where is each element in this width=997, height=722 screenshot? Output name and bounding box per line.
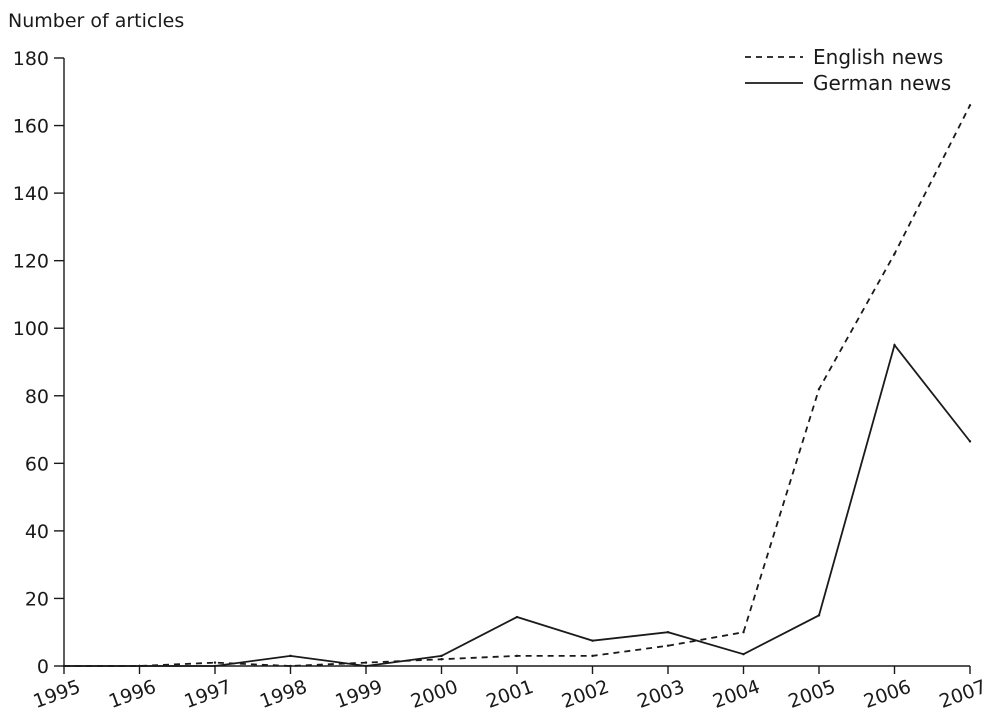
data-point — [893, 343, 896, 347]
data-point — [515, 615, 519, 619]
data-point — [364, 664, 368, 668]
data-point — [742, 652, 745, 656]
data-point — [213, 664, 217, 668]
legend-label: German news — [813, 71, 951, 95]
x-tick-label: 2007 — [936, 676, 989, 713]
data-point — [440, 658, 443, 661]
x-tick-label: 1999 — [332, 676, 385, 713]
data-point — [817, 614, 821, 617]
data-point — [62, 664, 66, 668]
data-point — [289, 654, 292, 658]
y-tick-label: 100 — [13, 318, 49, 340]
x-tick-label: 2005 — [785, 676, 838, 713]
x-tick-label: 1996 — [106, 676, 159, 713]
data-point — [591, 654, 594, 658]
axes — [63, 58, 970, 667]
data-point — [968, 440, 972, 443]
y-axis-title: Number of articles — [8, 10, 184, 32]
y-tick-label: 160 — [13, 116, 49, 138]
y-tick-label: 0 — [37, 656, 49, 678]
data-point — [968, 104, 972, 107]
data-point — [213, 661, 217, 664]
x-tick-label: 2001 — [483, 676, 536, 713]
x-tick-label: 2002 — [559, 676, 612, 713]
x-tick-label: 2000 — [408, 676, 461, 713]
x-axis-ticks: 1995 1996 1997 1998 1999 2000 2001 2002 2003 2004… — [30, 666, 989, 713]
series-group — [62, 104, 972, 668]
data-point — [138, 664, 141, 668]
y-tick-label: 180 — [13, 48, 49, 70]
y-tick-label: 140 — [13, 183, 49, 205]
x-tick-label: 2004 — [710, 676, 763, 713]
x-tick-label: 2003 — [634, 676, 687, 713]
data-point — [666, 644, 670, 647]
data-point — [591, 639, 594, 642]
data-point — [289, 664, 292, 668]
data-point — [515, 654, 519, 658]
y-tick-label: 80 — [25, 386, 49, 408]
legend-label: English news — [813, 45, 943, 69]
x-tick-label: 1998 — [257, 676, 310, 713]
data-point — [364, 661, 368, 664]
x-tick-label: 2006 — [861, 676, 914, 713]
y-axis-ticks: 0 20 40 60 80 100 120 140 160 180 — [13, 48, 64, 678]
data-point — [666, 631, 670, 634]
x-tick-label: 1997 — [181, 676, 234, 713]
data-point — [817, 387, 821, 391]
data-point — [742, 631, 745, 634]
y-tick-label: 40 — [25, 521, 49, 543]
data-point — [893, 252, 896, 256]
x-tick-label: 1995 — [30, 676, 83, 713]
y-tick-label: 20 — [25, 588, 49, 610]
y-tick-label: 120 — [13, 251, 49, 273]
y-tick-label: 60 — [25, 453, 49, 475]
series-line-english-news — [64, 104, 971, 667]
data-point — [440, 654, 443, 658]
